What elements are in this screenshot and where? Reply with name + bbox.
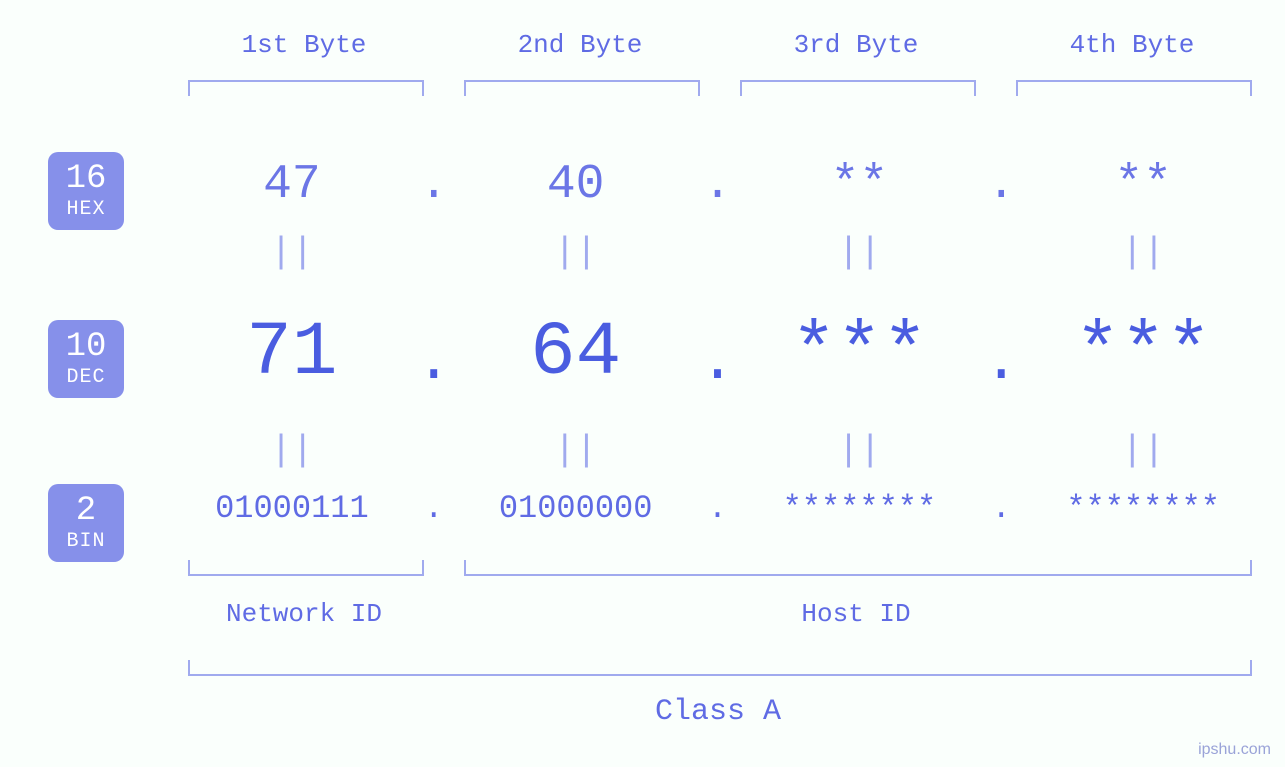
dot-icon: . (698, 490, 738, 527)
byte-header-4: 4th Byte (1012, 30, 1252, 60)
badge-bin: 2 BIN (48, 484, 124, 562)
equals-icon: || (1021, 430, 1265, 471)
byte-header-2: 2nd Byte (460, 30, 700, 60)
hex-byte-3: ** (738, 158, 982, 212)
bracket-icon (188, 80, 424, 96)
hex-byte-4: ** (1021, 158, 1265, 212)
dot-icon: . (981, 329, 1021, 397)
bin-byte-1: 01000111 (170, 490, 414, 527)
bracket-icon (188, 660, 1252, 676)
dot-icon: . (414, 329, 454, 397)
dot-icon: . (981, 490, 1021, 527)
dot-icon: . (414, 490, 454, 527)
badge-hex: 16 HEX (48, 152, 124, 230)
badge-dec-num: 10 (48, 330, 124, 364)
bin-byte-3: ******** (738, 490, 982, 527)
network-id-label: Network ID (184, 599, 424, 629)
bin-byte-4: ******** (1021, 490, 1265, 527)
row-hex: 47 . 40 . ** . ** (170, 158, 1265, 212)
bracket-icon (464, 560, 1252, 576)
badge-bin-txt: BIN (48, 532, 124, 552)
dec-byte-1: 71 (170, 310, 414, 396)
dec-byte-2: 64 (454, 310, 698, 396)
row-dec: 71 . 64 . *** . *** (170, 310, 1265, 396)
dot-icon: . (698, 158, 738, 212)
badge-hex-txt: HEX (48, 200, 124, 220)
ip-diagram: 1st Byte 2nd Byte 3rd Byte 4th Byte 16 H… (0, 0, 1285, 767)
badge-dec-txt: DEC (48, 368, 124, 388)
badge-hex-num: 16 (48, 162, 124, 196)
badge-bin-num: 2 (48, 494, 124, 528)
watermark: ipshu.com (1198, 741, 1271, 759)
dec-byte-4: *** (1021, 310, 1265, 396)
dec-byte-3: *** (738, 310, 982, 396)
bracket-icon (188, 560, 424, 576)
dot-icon: . (414, 158, 454, 212)
byte-header-3: 3rd Byte (736, 30, 976, 60)
equals-row: || || || || (170, 430, 1265, 471)
bracket-icon (1016, 80, 1252, 96)
equals-icon: || (454, 232, 698, 273)
bracket-icon (740, 80, 976, 96)
row-bin: 01000111 . 01000000 . ******** . *******… (170, 490, 1265, 527)
equals-icon: || (738, 232, 982, 273)
equals-icon: || (1021, 232, 1265, 273)
hex-byte-1: 47 (170, 158, 414, 212)
byte-header-1: 1st Byte (184, 30, 424, 60)
equals-icon: || (170, 232, 414, 273)
equals-icon: || (170, 430, 414, 471)
badge-dec: 10 DEC (48, 320, 124, 398)
dot-icon: . (698, 329, 738, 397)
equals-icon: || (454, 430, 698, 471)
bracket-icon (464, 80, 700, 96)
dot-icon: . (981, 158, 1021, 212)
bin-byte-2: 01000000 (454, 490, 698, 527)
class-label: Class A (184, 695, 1252, 729)
host-id-label: Host ID (460, 599, 1252, 629)
equals-icon: || (738, 430, 982, 471)
equals-row: || || || || (170, 232, 1265, 273)
hex-byte-2: 40 (454, 158, 698, 212)
